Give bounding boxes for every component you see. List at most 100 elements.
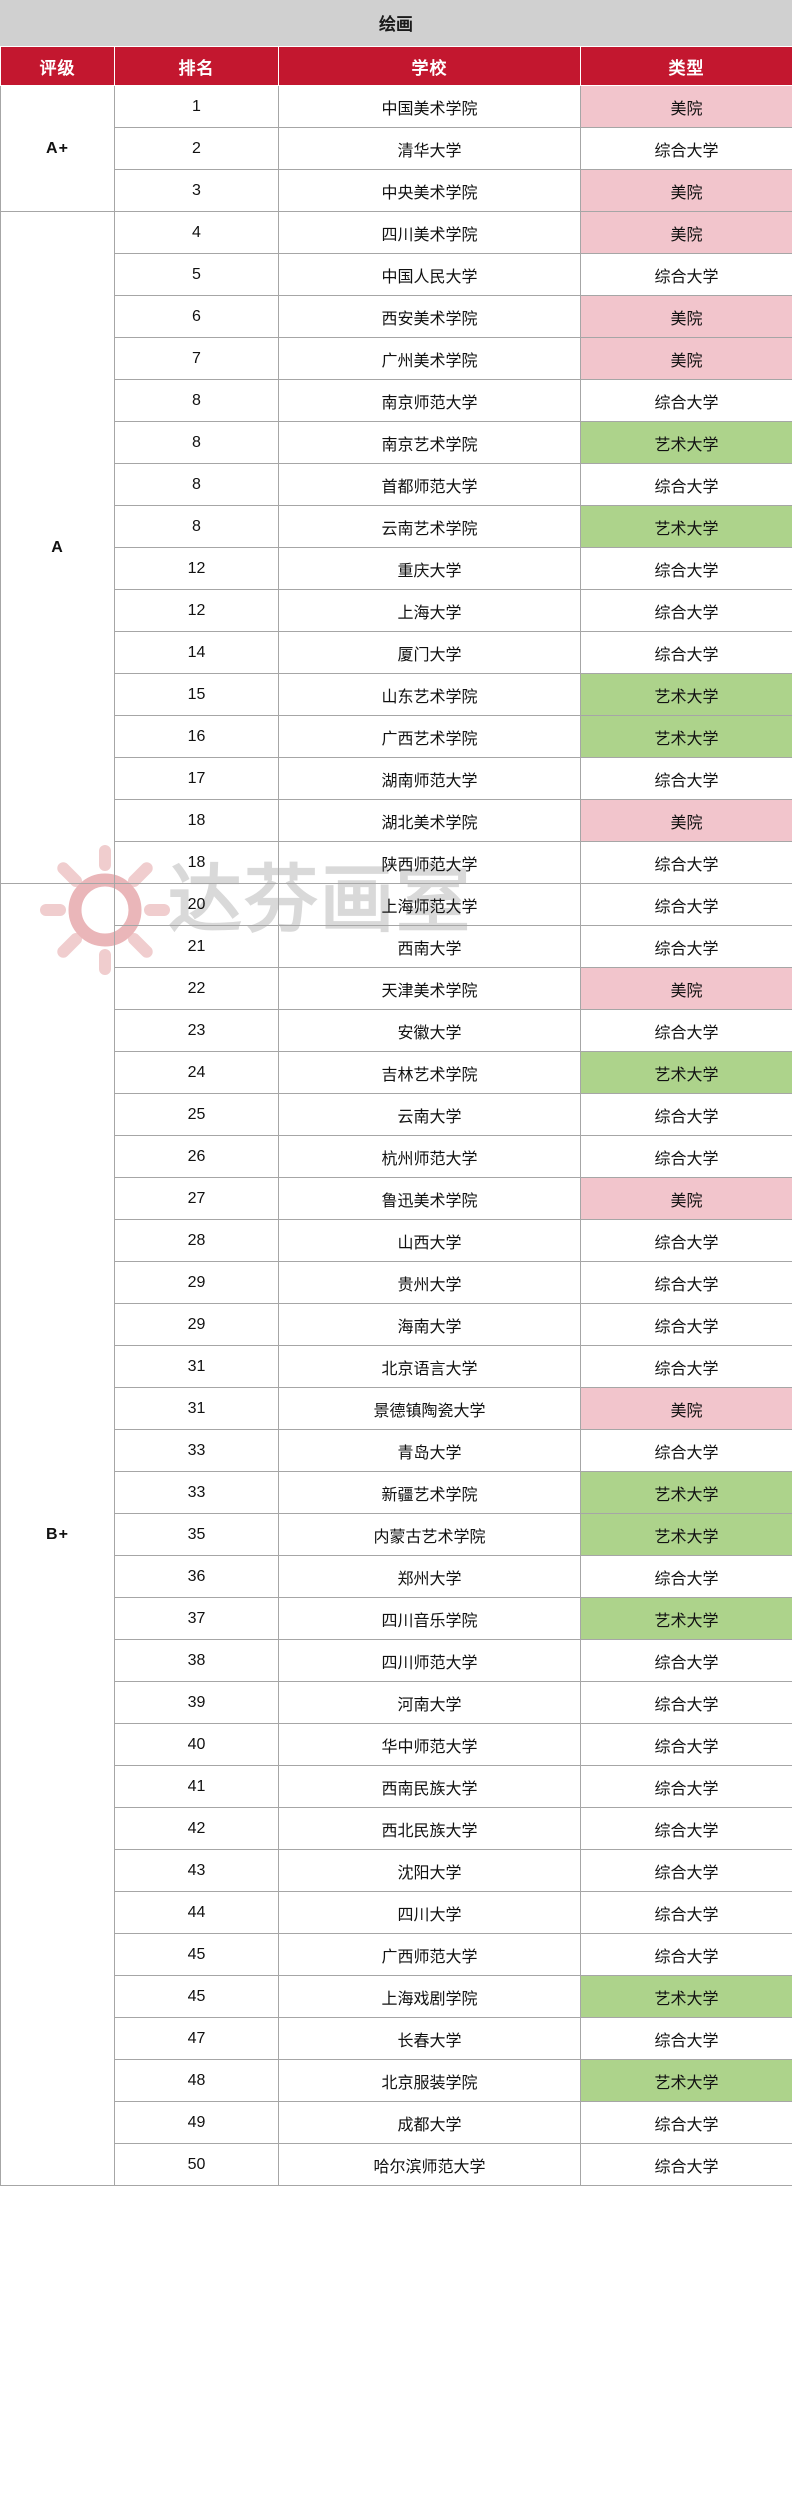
rank-cell: 36: [114, 1555, 279, 1598]
rank-cell: 33: [114, 1471, 279, 1514]
table-row: 31 北京语言大学 综合大学: [1, 1345, 792, 1388]
school-cell: 云南艺术学院: [278, 505, 581, 548]
school-cell: 中央美术学院: [278, 169, 581, 212]
type-cell: 综合大学: [580, 253, 792, 296]
rank-cell: 50: [114, 2143, 279, 2186]
rank-cell: 42: [114, 1807, 279, 1850]
school-cell: 重庆大学: [278, 547, 581, 590]
rank-cell: 21: [114, 925, 279, 968]
table-row: 8 首都师范大学 综合大学: [1, 463, 792, 506]
school-cell: 南京艺术学院: [278, 421, 581, 464]
table-row: 45 上海戏剧学院 艺术大学: [1, 1975, 792, 2018]
type-cell: 美院: [580, 337, 792, 380]
type-cell: 综合大学: [580, 463, 792, 506]
type-cell: 综合大学: [580, 1429, 792, 1472]
school-cell: 厦门大学: [278, 631, 581, 674]
table-row: 3 中央美术学院 美院: [1, 169, 792, 212]
rank-cell: 8: [114, 421, 279, 464]
column-header-rank: 排名: [114, 46, 279, 86]
school-cell: 山西大学: [278, 1219, 581, 1262]
rank-cell: 38: [114, 1639, 279, 1682]
school-cell: 陕西师范大学: [278, 841, 581, 884]
type-cell: 综合大学: [580, 1723, 792, 1766]
table-row: 49 成都大学 综合大学: [1, 2101, 792, 2144]
school-cell: 广西艺术学院: [278, 715, 581, 758]
school-cell: 中国人民大学: [278, 253, 581, 296]
table-row: A+ 1 中国美术学院 美院: [0, 85, 792, 212]
table-row: 2 清华大学 综合大学: [1, 127, 792, 170]
school-cell: 西南民族大学: [278, 1765, 581, 1808]
type-cell: 综合大学: [580, 1009, 792, 1052]
table-row: 40 华中师范大学 综合大学: [1, 1723, 792, 1766]
table-row: 37 四川音乐学院 艺术大学: [1, 1597, 792, 1640]
school-cell: 安徽大学: [278, 1009, 581, 1052]
school-cell: 云南大学: [278, 1093, 581, 1136]
column-header-school: 学校: [278, 46, 581, 86]
rank-cell: 26: [114, 1135, 279, 1178]
table-row: 24 吉林艺术学院 艺术大学: [1, 1051, 792, 1094]
school-cell: 北京服装学院: [278, 2059, 581, 2102]
type-cell: 综合大学: [580, 1933, 792, 1976]
column-header-type: 类型: [580, 46, 792, 86]
grade-cell: A: [0, 211, 115, 884]
school-cell: 华中师范大学: [278, 1723, 581, 1766]
school-cell: 首都师范大学: [278, 463, 581, 506]
rank-cell: 8: [114, 463, 279, 506]
school-cell: 山东艺术学院: [278, 673, 581, 716]
type-cell: 综合大学: [580, 1807, 792, 1850]
table-row: 48 北京服装学院 艺术大学: [1, 2059, 792, 2102]
table-row: 31 景德镇陶瓷大学 美院: [1, 1387, 792, 1430]
table-row: 29 贵州大学 综合大学: [1, 1261, 792, 1304]
school-cell: 成都大学: [278, 2101, 581, 2144]
table-row: B+ 20 上海师范大学 综合大学: [0, 883, 792, 2186]
rank-cell: 23: [114, 1009, 279, 1052]
rank-cell: 40: [114, 1723, 279, 1766]
table-row: 25 云南大学 综合大学: [1, 1093, 792, 1136]
rank-cell: 6: [114, 295, 279, 338]
table-row: 6 西安美术学院 美院: [1, 295, 792, 338]
school-cell: 杭州师范大学: [278, 1135, 581, 1178]
school-cell: 上海师范大学: [278, 883, 581, 926]
table-row: 33 新疆艺术学院 艺术大学: [1, 1471, 792, 1514]
table-row: 23 安徽大学 综合大学: [1, 1009, 792, 1052]
type-cell: 美院: [580, 1177, 792, 1220]
table-row: 7 广州美术学院 美院: [1, 337, 792, 380]
page-title: 绘画: [379, 15, 413, 34]
rank-cell: 16: [114, 715, 279, 758]
rank-cell: 17: [114, 757, 279, 800]
table-row: 44 四川大学 综合大学: [1, 1891, 792, 1934]
table-row: 8 南京师范大学 综合大学: [1, 379, 792, 422]
type-cell: 综合大学: [580, 757, 792, 800]
school-cell: 长春大学: [278, 2017, 581, 2060]
rank-cell: 1: [114, 85, 279, 128]
table-row: 12 上海大学 综合大学: [1, 589, 792, 632]
table-row: 50 哈尔滨师范大学 综合大学: [1, 2143, 792, 2186]
grade-cell: A+: [0, 85, 115, 212]
table-row: 5 中国人民大学 综合大学: [1, 253, 792, 296]
type-cell: 综合大学: [580, 379, 792, 422]
type-cell: 综合大学: [580, 2101, 792, 2144]
type-cell: 综合大学: [580, 1345, 792, 1388]
table-row: 28 山西大学 综合大学: [1, 1219, 792, 1262]
rank-cell: 22: [114, 967, 279, 1010]
rank-cell: 28: [114, 1219, 279, 1262]
school-cell: 海南大学: [278, 1303, 581, 1346]
rank-cell: 27: [114, 1177, 279, 1220]
rank-cell: 45: [114, 1975, 279, 2018]
type-cell: 综合大学: [580, 589, 792, 632]
table-row: 33 青岛大学 综合大学: [1, 1429, 792, 1472]
table-row: 17 湖南师范大学 综合大学: [1, 757, 792, 800]
school-cell: 四川美术学院: [278, 211, 581, 254]
type-cell: 综合大学: [580, 883, 792, 926]
type-cell: 综合大学: [580, 547, 792, 590]
school-cell: 广西师范大学: [278, 1933, 581, 1976]
type-cell: 综合大学: [580, 1135, 792, 1178]
type-cell: 美院: [580, 967, 792, 1010]
school-cell: 中国美术学院: [278, 85, 581, 128]
rank-cell: 43: [114, 1849, 279, 1892]
type-cell: 艺术大学: [580, 1975, 792, 2018]
school-cell: 吉林艺术学院: [278, 1051, 581, 1094]
rank-cell: 39: [114, 1681, 279, 1724]
table-row: 42 西北民族大学 综合大学: [1, 1807, 792, 1850]
school-cell: 上海大学: [278, 589, 581, 632]
